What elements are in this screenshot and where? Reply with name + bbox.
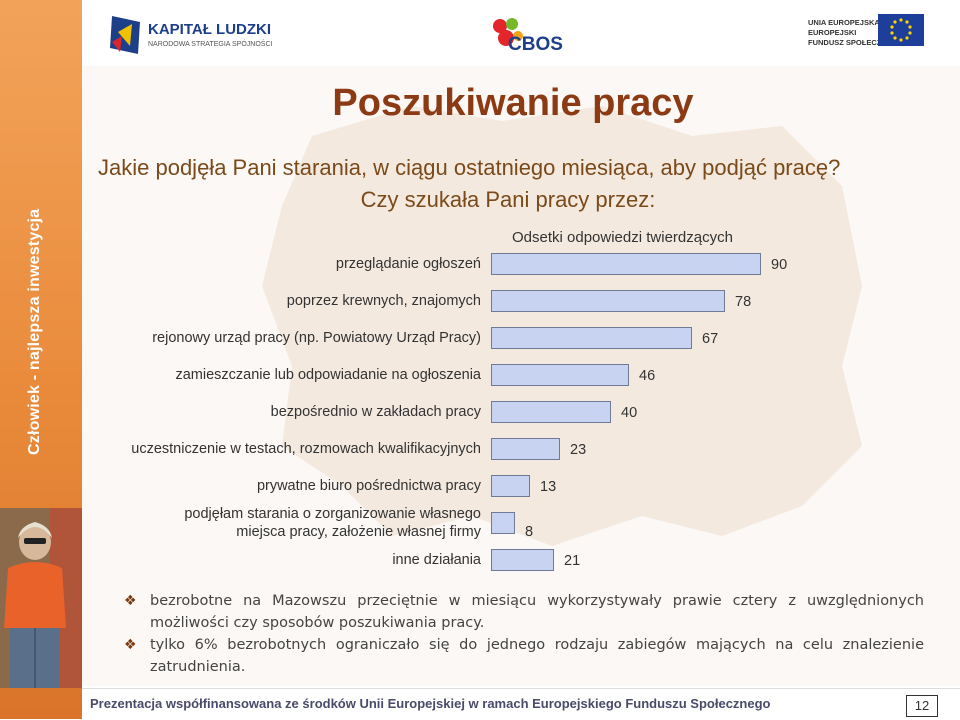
side-band-slogan: Człowiek - najlepsza inwestycja (26, 208, 43, 455)
eu-logo-line2: EUROPEJSKI (808, 28, 857, 37)
bar-value-label: 23 (570, 442, 587, 458)
cbos-logo-text: CBOS (508, 34, 563, 55)
bullet-item: ❖ bezrobotne na Mazowszu przeciętnie w m… (124, 590, 924, 634)
page-number: 12 (906, 695, 938, 717)
question-line-2: Czy szukała Pani pracy przez: (360, 187, 656, 212)
bar-value-label: 13 (540, 479, 557, 495)
bar-8 (491, 512, 515, 534)
chart-axis-title: Odsetki odpowiedzi twierdzących (512, 229, 733, 246)
diamond-bullet-icon: ❖ (124, 637, 137, 653)
category-label: prywatne biuro pośrednictwa pracy (256, 478, 481, 494)
kapital-ludzki-logo-icon (110, 16, 140, 54)
bar-value-label: 67 (702, 331, 719, 347)
bar-2 (491, 290, 725, 312)
mazowsze-map-watermark (262, 106, 862, 546)
bar-value-label: 78 (735, 294, 752, 310)
bar-9 (491, 549, 554, 571)
bar-value-label: 40 (621, 405, 638, 421)
bar-value-label: 21 (564, 553, 581, 569)
woman-photo (0, 508, 82, 688)
eu-logo-line3: FUNDUSZ SPOŁECZNY (808, 38, 892, 47)
bullet-text-2: tylko 6% bezrobotnych ograniczało się do… (150, 637, 924, 675)
bar-7 (491, 475, 530, 497)
category-label: zamieszczanie lub odpowiadanie na ogłosz… (175, 367, 481, 383)
cbos-logo-icon (493, 18, 523, 46)
bullet-item: ❖ tylko 6% bezrobotnych ograniczało się … (124, 634, 924, 678)
bar-4 (491, 364, 629, 386)
bar-3 (491, 327, 692, 349)
logo-bar: KAPITAŁ LUDZKI NARODOWA STRATEGIA SPÓJNO… (82, 0, 960, 66)
category-label: uczestniczenie w testach, rozmowach kwal… (131, 441, 481, 457)
eu-logo-line1: UNIA EUROPEJSKA (808, 18, 880, 27)
bar-1 (491, 253, 761, 275)
category-label: rejonowy urząd pracy (np. Powiatowy Urzą… (152, 330, 481, 346)
slide-title: Poszukiwanie pracy (332, 82, 694, 124)
category-label: poprzez krewnych, znajomych (286, 293, 481, 309)
bar-value-label: 90 (771, 257, 788, 273)
bar-value-label: 46 (639, 368, 656, 384)
footer: Prezentacja współfinansowana ze środków … (82, 688, 960, 720)
footer-text: Prezentacja współfinansowana ze środków … (90, 696, 771, 711)
category-label: podjęłam starania o zorganizowanie własn… (184, 506, 481, 540)
bar-value-label: 8 (525, 524, 534, 540)
summary-bullets: ❖ bezrobotne na Mazowszu przeciętnie w m… (124, 590, 924, 678)
category-label: przeglądanie ogłoszeń (335, 256, 481, 272)
bar-5 (491, 401, 611, 423)
bullet-text-1: bezrobotne na Mazowszu przeciętnie w mie… (150, 593, 924, 631)
category-label: inne działania (392, 552, 481, 568)
bar-6 (491, 438, 560, 460)
kapital-ludzki-title: KAPITAŁ LUDZKI (148, 21, 272, 38)
side-band: Człowiek - najlepsza inwestycja (0, 0, 82, 719)
diamond-bullet-icon: ❖ (124, 593, 137, 609)
kapital-ludzki-subtitle: NARODOWA STRATEGIA SPÓJNOŚCI (148, 41, 273, 48)
question-line-1: Jakie podjęła Pani starania, w ciągu ost… (98, 155, 841, 180)
category-label: bezpośrednio w zakładach pracy (270, 404, 481, 420)
eu-flag-icon (878, 14, 924, 46)
